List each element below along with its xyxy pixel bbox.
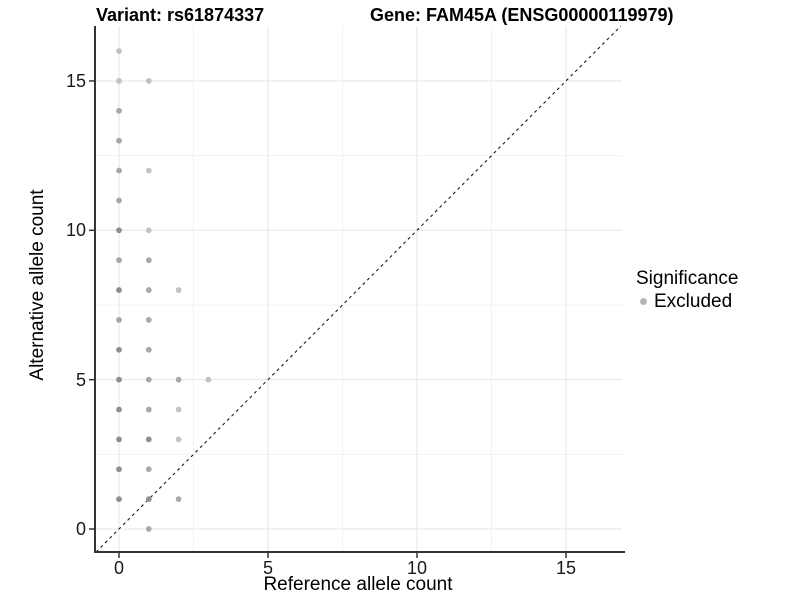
- x-tick-label: 10: [406, 558, 428, 578]
- data-point: [116, 78, 122, 84]
- y-axis-title: Alternative allele count: [27, 189, 48, 381]
- variant-title: Variant: rs61874337: [96, 5, 265, 25]
- data-point: [175, 287, 182, 293]
- x-tick-label: 0: [113, 558, 125, 578]
- data-point: [116, 197, 122, 204]
- data-point: [145, 496, 152, 503]
- data-point: [175, 436, 182, 443]
- data-point: [116, 436, 122, 443]
- data-point: [145, 466, 152, 473]
- data-point: [145, 287, 152, 293]
- legend-entry: Excluded: [636, 291, 738, 312]
- data-point: [145, 526, 152, 532]
- x-tick-label: 15: [555, 558, 577, 578]
- legend-point-icon: [640, 298, 647, 305]
- y-tick-label: 5: [75, 369, 86, 390]
- data-point: [116, 406, 122, 413]
- x-tick-label: 5: [262, 558, 274, 578]
- identity-dashed-line: [95, 25, 622, 553]
- legend-entries: Excluded: [636, 291, 738, 312]
- data-point: [145, 317, 152, 323]
- data-point: [116, 48, 122, 54]
- data-point: [116, 287, 122, 293]
- legend-entry-label: Excluded: [654, 291, 733, 312]
- y-tick-label: 10: [65, 220, 86, 241]
- legend: Significance Excluded: [636, 268, 738, 312]
- data-point: [116, 137, 122, 144]
- data-point: [145, 257, 152, 264]
- data-point: [175, 376, 182, 383]
- y-tick-label: 15: [65, 70, 86, 91]
- data-point: [145, 436, 152, 443]
- data-point: [116, 466, 122, 473]
- data-point: [116, 376, 122, 383]
- x-axis-title: Reference allele count: [263, 574, 453, 595]
- data-point: [116, 227, 122, 234]
- data-point: [116, 317, 122, 323]
- data-point: [145, 346, 152, 353]
- data-point: [116, 257, 122, 264]
- y-tick-label: 0: [75, 519, 86, 539]
- data-point: [145, 167, 152, 174]
- data-point: [175, 406, 182, 413]
- data-point: [145, 227, 152, 234]
- legend-title: Significance: [636, 268, 739, 289]
- data-point: [116, 107, 122, 114]
- gene-title: Gene: FAM45A (ENSG00000119979): [370, 5, 674, 25]
- data-point: [145, 406, 152, 413]
- data-point: [205, 376, 212, 383]
- data-point: [145, 78, 152, 84]
- data-point: [175, 496, 182, 503]
- data-point: [116, 496, 122, 503]
- data-point: [116, 346, 122, 353]
- data-point: [116, 167, 122, 174]
- data-point: [145, 376, 152, 383]
